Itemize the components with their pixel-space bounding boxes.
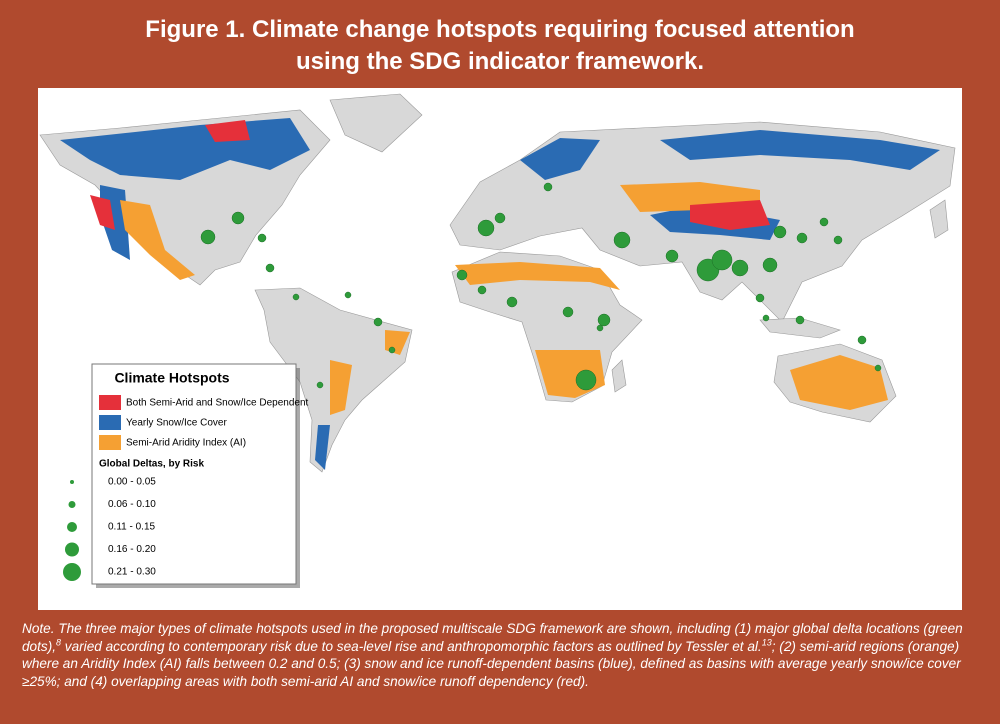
delta-dot	[506, 296, 518, 308]
delta-legend: 0.00 - 0.05 0.06 - 0.10 0.11 - 0.15 0.16 - …	[63, 477, 156, 581]
hotspot-area	[790, 355, 888, 410]
hotspot-area	[330, 360, 352, 415]
hotspot-area	[520, 138, 600, 180]
delta-dot	[874, 364, 882, 372]
delta-dot	[456, 269, 468, 281]
delta-dot	[494, 212, 506, 224]
delta-dot	[292, 293, 300, 301]
landmass	[929, 199, 949, 239]
delta-dot	[773, 225, 787, 239]
legend-swatch	[99, 435, 121, 450]
hotspot-area	[455, 262, 620, 290]
landmass	[759, 317, 841, 339]
legend-swatch	[99, 395, 121, 410]
legend-title: Climate Hotspots	[114, 370, 229, 386]
hotspot-area	[120, 200, 195, 280]
note-ref: 8	[56, 636, 62, 647]
delta-dot	[344, 291, 352, 299]
legend-label: 0.00 - 0.05	[108, 477, 156, 488]
delta-dot	[257, 233, 267, 243]
legend-label: 0.11 - 0.15	[108, 522, 156, 533]
delta-dot	[200, 229, 216, 245]
delta-dot	[762, 314, 770, 322]
delta-dot	[543, 182, 553, 192]
delta-dot	[857, 335, 867, 345]
delta-dots	[200, 182, 882, 391]
legend-subtitle: Global Deltas, by Risk	[99, 459, 204, 470]
legend-dot	[63, 563, 81, 581]
delta-dot	[575, 369, 597, 391]
title-line: using the SDG indicator framework.	[295, 48, 705, 75]
delta-dot	[596, 324, 604, 332]
legend-dot	[68, 501, 76, 508]
note-ref: 13	[761, 636, 772, 647]
landmass	[611, 359, 627, 393]
delta-dot	[231, 211, 245, 225]
delta-dot	[265, 263, 275, 273]
figure-note: Note. The three major types of climate h…	[22, 620, 982, 690]
legend-label: Semi-Arid Aridity Index (AI)	[126, 438, 246, 449]
figure-title: Figure 1. Climate change hotspots requir…	[0, 14, 1000, 78]
legend-label: 0.21 - 0.30	[108, 567, 156, 578]
delta-dot	[755, 293, 765, 303]
legend-label: Yearly Snow/Ice Cover	[126, 418, 227, 429]
legend-label: 0.16 - 0.20	[108, 544, 156, 555]
delta-dot	[731, 259, 749, 277]
landmass	[329, 93, 423, 153]
hotspot-areas	[60, 118, 940, 470]
legend-label: 0.06 - 0.10	[108, 499, 156, 510]
delta-dot	[477, 219, 495, 237]
delta-dot	[819, 217, 829, 227]
delta-dot	[711, 249, 733, 271]
delta-dot	[316, 381, 324, 389]
delta-dot	[597, 313, 611, 327]
delta-dot	[373, 317, 383, 327]
delta-dot	[795, 315, 805, 325]
delta-dot	[762, 257, 778, 273]
legend-swatch	[99, 415, 121, 430]
delta-dot	[796, 232, 808, 244]
hotspot-area	[660, 130, 940, 170]
hotspot-area	[90, 195, 115, 230]
hotspot-area	[315, 425, 330, 470]
note-text: The three major types of climate hotspot…	[22, 621, 963, 654]
note-text: varied according to contemporary risk du…	[61, 638, 762, 654]
legend-label: Both Semi-Arid and Snow/Ice Dependent	[126, 398, 309, 409]
delta-dot	[562, 306, 574, 318]
legend-box	[91, 363, 297, 585]
note-text: ; (2) semi-arid regions (orange) where a…	[22, 638, 961, 689]
delta-dot	[388, 346, 396, 354]
title-line: Figure 1. Climate change hotspots requir…	[145, 16, 855, 43]
note-label: Note.	[22, 621, 55, 636]
hotspot-area	[690, 200, 770, 230]
delta-dot	[613, 231, 631, 249]
legend-dot	[67, 522, 77, 532]
delta-dot	[477, 285, 487, 295]
map-figure: Climate Hotspots Both Semi-Arid and Snow…	[38, 88, 962, 610]
legend-dot	[70, 480, 74, 484]
delta-dot	[833, 235, 843, 245]
hotspot-area	[205, 120, 250, 142]
delta-dot	[665, 249, 679, 263]
legend-dot	[65, 542, 79, 557]
